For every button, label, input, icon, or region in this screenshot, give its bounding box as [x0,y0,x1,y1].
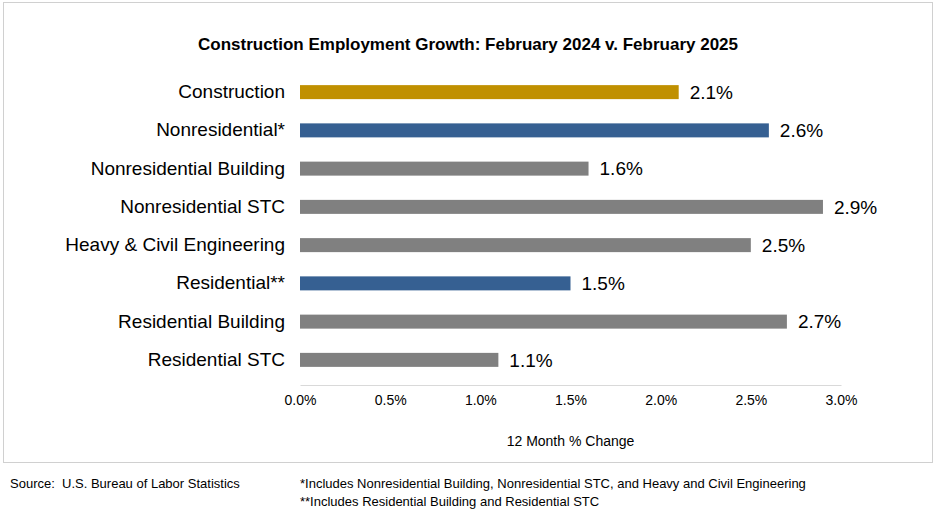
data-label: 1.5% [582,273,625,294]
footnote: *Includes Nonresidential Building, Nonre… [300,476,806,491]
value-axis: 0.0% 0.5% 1.0% 1.5% 2.0% 2.5% 3.0% [285,385,858,408]
data-label: 2.6% [780,120,823,141]
value-tick-label: 2.0% [645,392,677,408]
category-label: Nonresidential Building [91,158,285,179]
data-label: 2.9% [834,197,877,218]
data-labels: 2.1% 2.6% 1.6% 2.9% 2.5% 1.5% 2.7% 1.1% [509,82,877,371]
value-axis-line [301,385,842,386]
value-tick: 2.0% [645,385,677,408]
bar [300,200,823,214]
category-label: Nonresidential* [156,119,285,140]
bar [300,353,498,367]
category-tick: Nonresidential STC [120,196,300,217]
category-label: Residential** [176,272,285,293]
bar [300,315,787,329]
footnotes: Source: U.S. Bureau of Labor Statistics *… [10,476,806,509]
category-label: Residential Building [118,311,285,332]
data-label: 1.6% [600,158,643,179]
category-tick: Heavy & Civil Engineering [65,234,300,255]
category-label: Nonresidential STC [120,196,285,217]
value-tick: 3.0% [826,385,858,408]
value-tick: 0.5% [375,385,407,408]
value-tick-label: 3.0% [826,392,858,408]
x-axis-title: 12 Month % Change [507,433,635,449]
value-tick: 1.5% [555,385,587,408]
data-label: 2.7% [798,311,841,332]
footnote: **Includes Residential Building and Resi… [300,494,599,509]
category-tick: Residential STC [148,349,300,370]
value-tick: 0.0% [285,385,317,408]
data-label: 2.1% [690,82,733,103]
category-tick: Residential** [176,272,300,293]
title: Construction Employment Growth: February… [198,35,738,54]
value-tick: 1.0% [465,385,497,408]
category-label: Residential STC [148,349,285,370]
category-label: Construction [178,81,285,102]
bar [300,162,589,176]
value-tick: 2.5% [735,385,767,408]
value-tick-label: 0.0% [285,392,317,408]
category-tick: Nonresidential Building [91,158,300,179]
bars [300,85,823,367]
bar [300,85,679,99]
data-label: 1.1% [509,350,552,371]
chart: Construction Employment Growth: February… [0,0,936,527]
bar [300,238,751,252]
category-tick: Nonresidential* [156,119,300,140]
category-axis: Construction Nonresidential* Nonresidentia… [65,81,300,370]
bar [300,123,769,137]
footnote: Source: U.S. Bureau of Labor Statistics [10,476,240,491]
category-tick: Construction [178,81,300,102]
value-tick-label: 0.5% [375,392,407,408]
bar [300,276,571,290]
chart-frame [4,3,933,463]
value-tick-label: 1.5% [555,392,587,408]
data-label: 2.5% [762,235,805,256]
category-label: Heavy & Civil Engineering [65,234,285,255]
value-tick-label: 1.0% [465,392,497,408]
category-tick: Residential Building [118,311,300,332]
value-tick-label: 2.5% [735,392,767,408]
